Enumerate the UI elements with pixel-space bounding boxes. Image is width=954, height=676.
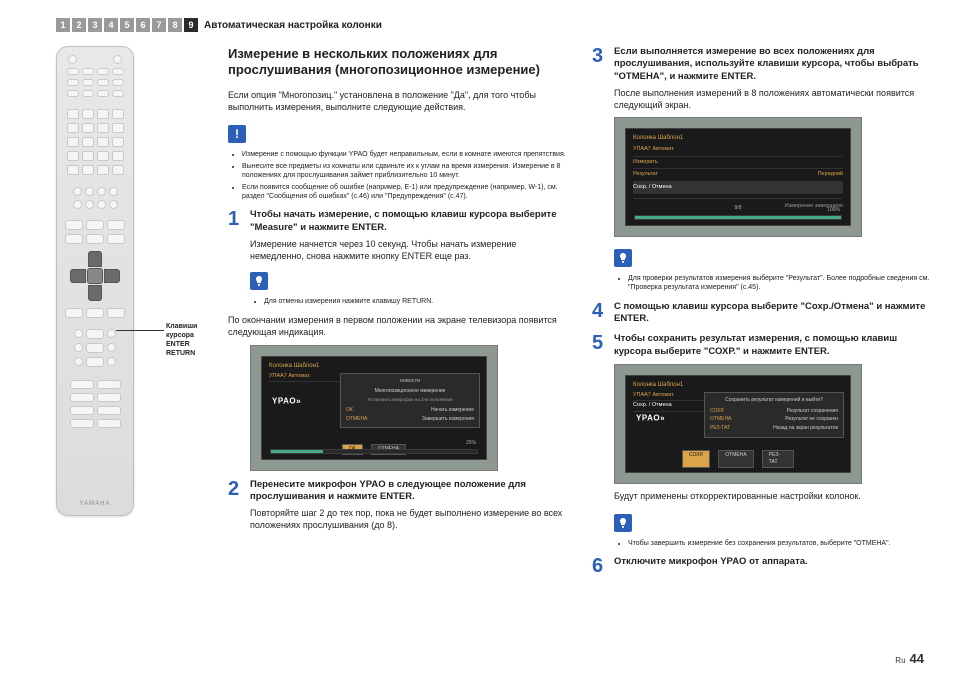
tv-screenshot-3: Колонка Шаблон1 УПАА7 Автомат.новости Со… <box>614 364 862 484</box>
callout-line <box>116 330 164 331</box>
bc-7[interactable]: 7 <box>152 18 166 32</box>
remote-illustration: YAMAHA <box>56 46 134 516</box>
step-6-number: 6 <box>592 556 606 576</box>
bc-1[interactable]: 1 <box>56 18 70 32</box>
tip1-notes: Для отмены измерения нажмите клавишу RET… <box>250 297 568 306</box>
step-1-number: 1 <box>228 209 242 262</box>
bc-4[interactable]: 4 <box>104 18 118 32</box>
step-3-number: 3 <box>592 46 606 111</box>
step-2-body: Повторяйте шаг 2 до тех пор, пока не буд… <box>250 507 568 531</box>
step-3-body: После выполнения измерений в 8 положения… <box>614 87 932 111</box>
remote-logo: YAMAHA <box>80 501 111 507</box>
breadcrumb-title: Автоматическая настройка колонки <box>204 20 382 31</box>
section-heading: Измерение в нескольких положениях для пр… <box>228 46 568 79</box>
tip2-notes: Для проверки результатов измерения выбер… <box>614 274 932 292</box>
intro-text: Если опция "Многопозиц." установлена в п… <box>228 89 568 113</box>
alert-notes: Измерение с помощью функции YPAO будет н… <box>228 150 568 201</box>
tip-icon <box>614 249 632 267</box>
alert-icon: ! <box>228 125 246 143</box>
tv-screenshot-2: Колонка Шаблон1 УПАА7 Автомат. Измерить … <box>614 117 862 237</box>
after-tv3-text: Будут применены откорректированные настр… <box>614 490 932 502</box>
tip-icon <box>614 514 632 532</box>
step-3-title: Если выполняется измерение во всех полож… <box>614 46 932 83</box>
breadcrumb: 1 2 3 4 5 6 7 8 9 Автоматическая настрой… <box>56 18 924 32</box>
after-step1-text: По окончании измерения в первом положени… <box>228 314 568 338</box>
step-4-title: С помощью клавиш курсора выберите "Сохр.… <box>614 301 932 326</box>
step-6-title: Отключите микрофон YPAO от аппарата. <box>614 556 932 568</box>
bc-3[interactable]: 3 <box>88 18 102 32</box>
callout-text: Клавиши курсора ENTER RETURN <box>166 322 197 358</box>
step-2-title: Перенесите микрофон YPAO в следующее пол… <box>250 479 568 504</box>
bc-8[interactable]: 8 <box>168 18 182 32</box>
page-footer: Ru44 <box>895 651 924 666</box>
tip-icon <box>250 272 268 290</box>
tip3-notes: Чтобы завершить измерение без сохранения… <box>614 539 932 548</box>
step-4-number: 4 <box>592 301 606 326</box>
tv-screenshot-1: Колонка Шаблон1 УПАА7 Автомат.Осн.контро… <box>250 345 498 471</box>
bc-2[interactable]: 2 <box>72 18 86 32</box>
dpad <box>70 251 120 301</box>
step-5-title: Чтобы сохранить результат измерения, с п… <box>614 333 932 358</box>
bc-6[interactable]: 6 <box>136 18 150 32</box>
bc-9[interactable]: 9 <box>184 18 198 32</box>
step-2-number: 2 <box>228 479 242 532</box>
step-1-body: Измерение начнется через 10 секунд. Чтоб… <box>250 238 568 262</box>
step-5-number: 5 <box>592 333 606 358</box>
bc-5[interactable]: 5 <box>120 18 134 32</box>
step-1-title: Чтобы начать измерение, с помощью клавиш… <box>250 209 568 234</box>
